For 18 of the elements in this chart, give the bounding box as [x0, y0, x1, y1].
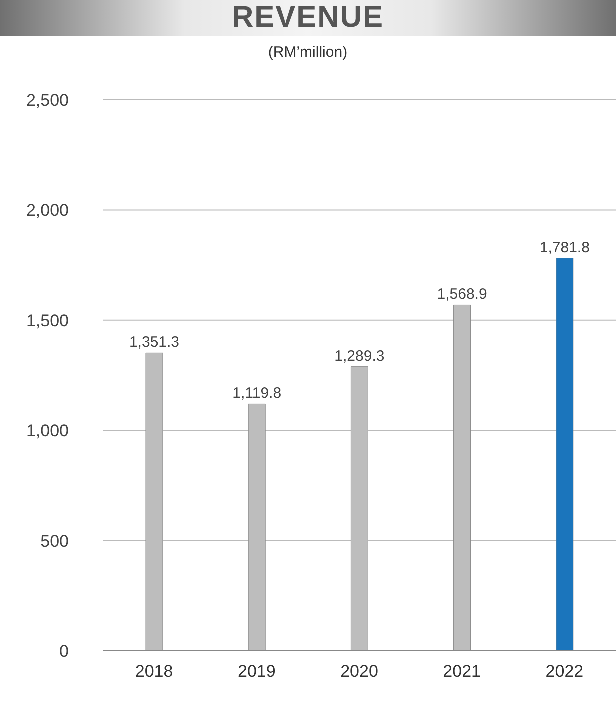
y-tick-label: 2,000 — [26, 201, 69, 220]
data-label: 1,119.8 — [232, 385, 282, 402]
y-tick-label: 2,500 — [26, 91, 69, 110]
data-label: 1,351.3 — [129, 334, 180, 352]
data-label: 1,568.9 — [437, 286, 488, 304]
x-tick-label: 2020 — [340, 662, 378, 682]
y-tick-label: 1,500 — [26, 311, 69, 330]
x-tick-label: 2021 — [443, 662, 482, 682]
y-tick-label: 1,000 — [26, 422, 69, 441]
x-tick-label: 2022 — [546, 662, 584, 682]
x-tick-label: 2019 — [238, 662, 276, 682]
x-tick-label: 2018 — [135, 662, 174, 682]
y-tick-label: 500 — [40, 532, 69, 551]
data-label: 1,781.8 — [540, 239, 590, 256]
data-label: 1,289.3 — [334, 348, 385, 365]
chart-subtitle: (RM’million) — [267, 44, 349, 61]
chart-title: REVENUE — [0, 0, 616, 36]
y-tick-label: 0 — [60, 642, 69, 662]
